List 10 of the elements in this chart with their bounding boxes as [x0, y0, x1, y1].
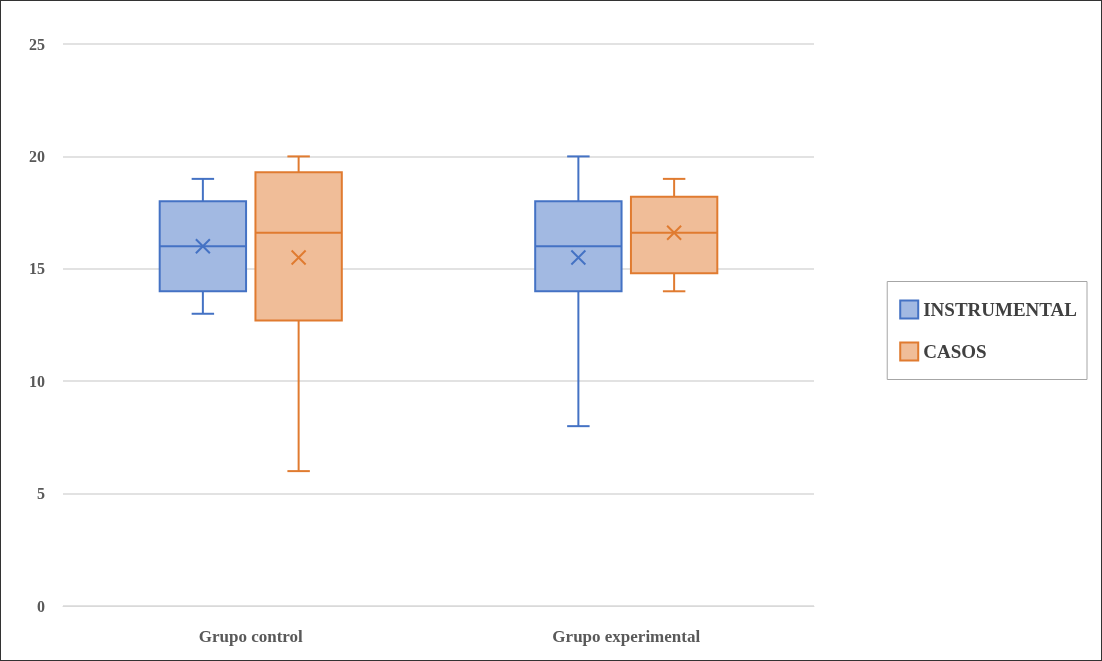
y-tick-label: 20 — [29, 147, 45, 165]
y-tick-label: 15 — [29, 260, 45, 278]
x-tick-label: Grupo experimental — [552, 627, 701, 646]
legend-label: CASOS — [923, 341, 987, 362]
y-tick-label: 0 — [37, 597, 45, 615]
y-tick-label: 5 — [37, 485, 45, 503]
legend-label: INSTRUMENTAL — [923, 299, 1077, 320]
y-tick-label: 25 — [29, 35, 45, 53]
y-tick-label: 10 — [29, 372, 45, 390]
x-tick-label: Grupo control — [198, 627, 304, 646]
